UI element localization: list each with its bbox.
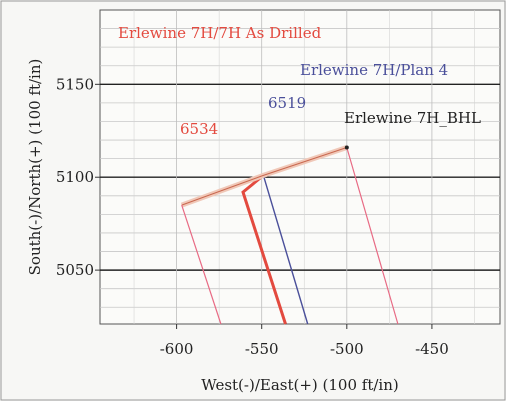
annotation-label: Erlewine 7H/7H As Drilled bbox=[118, 24, 322, 42]
x-tick-label: -500 bbox=[330, 340, 364, 358]
x-tick-label: -450 bbox=[415, 340, 449, 358]
plot-area bbox=[99, 9, 501, 325]
x-tick-label: -550 bbox=[245, 340, 279, 358]
y-tick-label: 5100 bbox=[56, 168, 94, 186]
y-tick-label: 5050 bbox=[56, 261, 94, 279]
y-tick-label: 5150 bbox=[56, 75, 94, 93]
y-axis-label: South(-)/North(+) (100 ft/in) bbox=[26, 59, 44, 276]
annotation-label: Erlewine 7H_BHL bbox=[344, 109, 481, 127]
x-tick-label: -600 bbox=[160, 340, 194, 358]
annotation-label: 6519 bbox=[268, 94, 306, 112]
x-axis-label: West(-)/East(+) (100 ft/in) bbox=[201, 376, 398, 394]
series-line bbox=[346, 147, 399, 325]
series-line bbox=[262, 175, 309, 325]
series-line bbox=[181, 204, 222, 325]
series-line bbox=[181, 147, 347, 206]
target-marker bbox=[344, 145, 349, 150]
annotation-label: Erlewine 7H/Plan 4 bbox=[300, 61, 448, 79]
series-line bbox=[241, 174, 287, 325]
annotation-label: 6534 bbox=[180, 120, 218, 138]
